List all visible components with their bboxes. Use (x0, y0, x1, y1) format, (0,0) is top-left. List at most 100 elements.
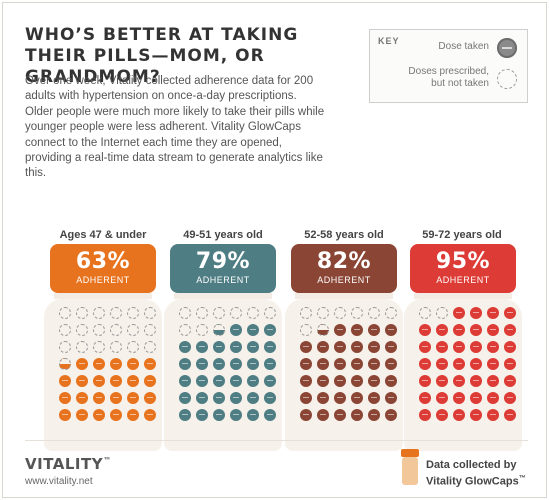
pill-missed-icon (127, 324, 139, 336)
pill-taken-icon (264, 409, 276, 421)
pill-taken-icon (317, 392, 329, 404)
pill-taken-icon (213, 375, 225, 387)
pill-taken-icon (351, 324, 363, 336)
key-title: KEY (378, 36, 400, 46)
pill-taken-icon (300, 375, 312, 387)
pill-taken-icon (317, 409, 329, 421)
pill-taken-icon (436, 375, 448, 387)
pill-taken-icon (368, 375, 380, 387)
page-title: WHO’S BETTER AT TAKING THEIR PILLS—MOM, … (25, 25, 299, 87)
pill-grid (419, 307, 516, 421)
pill-taken-icon (247, 358, 259, 370)
pill-taken-icon (196, 409, 208, 421)
pill-taken-icon (144, 392, 156, 404)
pill-missed-icon (419, 307, 431, 319)
group-label-2: 49-51 years old (183, 229, 263, 241)
bottle-cap: 79% ADHERENT (170, 244, 276, 293)
pill-taken-icon (196, 341, 208, 353)
pill-taken-icon (385, 358, 397, 370)
pill-taken-icon (487, 375, 499, 387)
pill-missed-icon (300, 307, 312, 319)
pill-taken-icon (110, 358, 122, 370)
bottle-body (285, 299, 403, 451)
pill-taken-icon (230, 341, 242, 353)
pill-taken-icon (230, 392, 242, 404)
pill-taken-icon (247, 324, 259, 336)
pill-missed-icon (213, 307, 225, 319)
pill-taken-icon (230, 409, 242, 421)
pill-missed-icon (93, 324, 105, 336)
adherent-label: ADHERENT (436, 275, 490, 285)
pill-missed-icon (497, 69, 517, 89)
pill-taken-icon (127, 358, 139, 370)
pill-taken-icon (144, 375, 156, 387)
pill-missed-icon (93, 307, 105, 319)
pill-missed-icon (179, 307, 191, 319)
pill-taken-icon (351, 392, 363, 404)
vitality-logo: VITALITY™ (25, 455, 112, 473)
pill-taken-icon (470, 358, 482, 370)
pill-taken-icon (385, 375, 397, 387)
pill-missed-icon (110, 307, 122, 319)
pill-taken-icon (300, 392, 312, 404)
pill-taken-icon (334, 375, 346, 387)
pill-taken-icon (264, 358, 276, 370)
key-missed-line2: but not taken (431, 78, 489, 89)
bottle-neck (414, 293, 512, 299)
pill-taken-icon (385, 324, 397, 336)
bottle-cap: 95% ADHERENT (410, 244, 516, 293)
pill-taken-icon (470, 307, 482, 319)
pill-missed-icon (144, 307, 156, 319)
pill-taken-icon (385, 409, 397, 421)
website-link[interactable]: www.vitality.net (25, 476, 93, 487)
pill-missed-icon (76, 324, 88, 336)
pill-taken-icon (334, 341, 346, 353)
pill-taken-icon (436, 409, 448, 421)
logo-text: VITALITY (25, 455, 104, 473)
pill-taken-icon (487, 341, 499, 353)
pill-taken-icon (179, 392, 191, 404)
pill-taken-icon (470, 324, 482, 336)
pill-taken-icon (436, 392, 448, 404)
data-credit: Data collected by Vitality GlowCaps™ (426, 458, 526, 489)
adherent-label: ADHERENT (196, 275, 250, 285)
pill-taken-icon (351, 341, 363, 353)
pill-taken-icon (368, 341, 380, 353)
pill-taken-icon (504, 307, 516, 319)
pill-taken-icon (351, 358, 363, 370)
pill-taken-icon (453, 409, 465, 421)
pill-taken-icon (368, 409, 380, 421)
pill-partial-icon (213, 324, 225, 336)
bottle-cap: 82% ADHERENT (291, 244, 397, 293)
intro-text: Over one week, Vitality collected adhere… (25, 75, 325, 180)
pill-taken-icon (334, 358, 346, 370)
pill-taken-icon (504, 358, 516, 370)
pill-missed-icon (59, 341, 71, 353)
pill-missed-icon (247, 307, 259, 319)
pill-taken-icon (334, 409, 346, 421)
pill-taken-icon (59, 409, 71, 421)
pill-taken-icon (317, 375, 329, 387)
credit-line1: Data collected by (426, 459, 517, 471)
pill-taken-icon (300, 409, 312, 421)
bottle-neck (54, 293, 152, 299)
pill-taken-icon (334, 392, 346, 404)
credit-tm: ™ (518, 475, 526, 482)
pill-taken-icon (264, 375, 276, 387)
pill-taken-icon (127, 375, 139, 387)
pill-taken-icon (247, 409, 259, 421)
pill-grid (179, 307, 276, 421)
pill-taken-icon (93, 392, 105, 404)
pill-taken-icon (213, 409, 225, 421)
pill-missed-icon (317, 307, 329, 319)
pill-taken-icon (127, 409, 139, 421)
pill-taken-icon (419, 324, 431, 336)
pill-taken-icon (504, 392, 516, 404)
adherence-percent: 95% (435, 249, 491, 274)
group-label-3: 52-58 years old (304, 229, 384, 241)
pill-taken-icon (213, 392, 225, 404)
pill-taken-icon (179, 358, 191, 370)
pill-taken-icon (213, 358, 225, 370)
pill-taken-icon (76, 392, 88, 404)
pill-taken-icon (385, 392, 397, 404)
